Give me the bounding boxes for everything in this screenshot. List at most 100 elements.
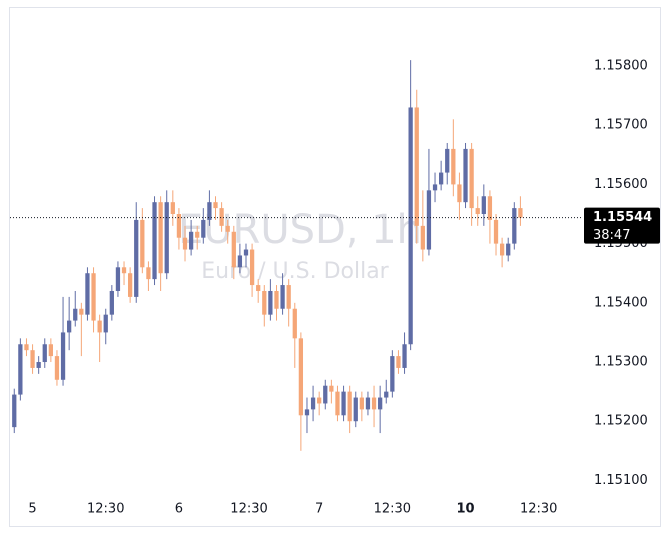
candle-body (469, 148, 474, 209)
candle-body (432, 184, 438, 191)
candle-body (140, 219, 145, 268)
candle-body (451, 148, 456, 185)
candle-body (390, 356, 395, 392)
candle-body (152, 202, 157, 280)
candle-body (121, 267, 127, 274)
candle-body (396, 356, 401, 368)
candle-body (60, 332, 66, 380)
candle-body (158, 202, 163, 274)
candle-body (445, 148, 450, 173)
candle-body (207, 202, 212, 220)
y-tick-label: 1.15600 (594, 177, 648, 192)
watermark-subtitle: Euro / U.S. Dollar (201, 259, 389, 284)
candle-body (353, 397, 358, 422)
y-tick-label: 1.15300 (594, 355, 648, 370)
candle-body (219, 208, 224, 226)
candle-body (499, 243, 505, 256)
candle-body (384, 391, 389, 398)
candle-body (402, 344, 407, 368)
candle-body (408, 107, 413, 345)
candle-body (134, 219, 139, 297)
candle-body (201, 219, 206, 238)
candle-body (475, 208, 480, 215)
candle-body (439, 172, 444, 185)
x-tick-label: 12:30 (230, 502, 267, 517)
last-price-label: 1.15544 (593, 210, 652, 225)
candle-body (304, 409, 310, 416)
candle-body (506, 243, 511, 256)
y-tick-label: 1.15400 (594, 295, 648, 310)
candle-body (487, 196, 493, 220)
candle-body (24, 344, 29, 351)
candle-body (213, 202, 218, 209)
y-tick-label: 1.15800 (594, 59, 648, 74)
candle-body (518, 208, 523, 218)
candle-body (243, 249, 249, 256)
candle-body (73, 308, 78, 321)
x-tick-label: 10 (456, 502, 474, 517)
y-tick-label: 1.15100 (594, 473, 648, 488)
candle-body (48, 344, 53, 357)
x-tick-label: 12:30 (87, 502, 124, 517)
candle-body (481, 196, 486, 215)
candle-body (329, 385, 334, 392)
candle-body (176, 214, 182, 238)
candle-body (79, 308, 84, 315)
candle-body (298, 338, 304, 416)
candle-body (463, 148, 468, 203)
candle-body (109, 290, 114, 315)
candle-body (341, 391, 346, 416)
watermark: EURUSD, 1h (178, 207, 422, 253)
candle-body (512, 208, 517, 244)
countdown-label: 38:47 (593, 228, 630, 243)
candle-body (231, 231, 236, 268)
candle-body (286, 285, 291, 309)
candle-body (359, 397, 364, 410)
candle-body (170, 202, 175, 215)
candle-body (335, 391, 340, 416)
x-tick-label: 12:30 (520, 502, 557, 517)
y-tick-label: 1.15700 (594, 118, 648, 133)
candle-body (97, 320, 102, 333)
last-price-box (584, 207, 660, 244)
candle-body (12, 394, 17, 428)
x-tick-label: 7 (315, 502, 323, 517)
candle-body (127, 273, 133, 297)
candle-body (426, 190, 432, 250)
x-tick-label: 5 (28, 502, 36, 517)
candle-body (146, 267, 151, 280)
candle-body (371, 397, 377, 410)
candle-body (249, 249, 255, 286)
candle-body (280, 285, 285, 309)
x-tick-label: 6 (175, 502, 183, 517)
candle-body (103, 314, 108, 333)
candle-body (30, 350, 35, 368)
y-tick-label: 1.15200 (594, 414, 648, 429)
candle-body (414, 107, 419, 226)
candle-body (91, 273, 96, 321)
candle-body (256, 285, 261, 291)
candle-body (268, 290, 273, 315)
candle-body (18, 344, 23, 395)
candle-body (323, 385, 328, 404)
candle-body (164, 202, 169, 274)
candle-body (378, 397, 383, 410)
candle-body (42, 344, 47, 363)
candle-body (85, 273, 90, 315)
candle-body (225, 225, 230, 232)
candle-body (67, 320, 72, 333)
candle-body (292, 308, 297, 339)
candle-body (317, 397, 322, 404)
candle-body (493, 219, 499, 244)
candle-body (457, 184, 462, 203)
candle-body (347, 391, 352, 422)
candle-body (274, 290, 279, 309)
candle-body (182, 237, 188, 250)
candle-body (420, 225, 425, 250)
candle-body (262, 290, 267, 315)
candle-body (310, 397, 316, 410)
candle-body (237, 255, 243, 268)
candle-body (188, 231, 194, 250)
candle-body (36, 362, 41, 368)
